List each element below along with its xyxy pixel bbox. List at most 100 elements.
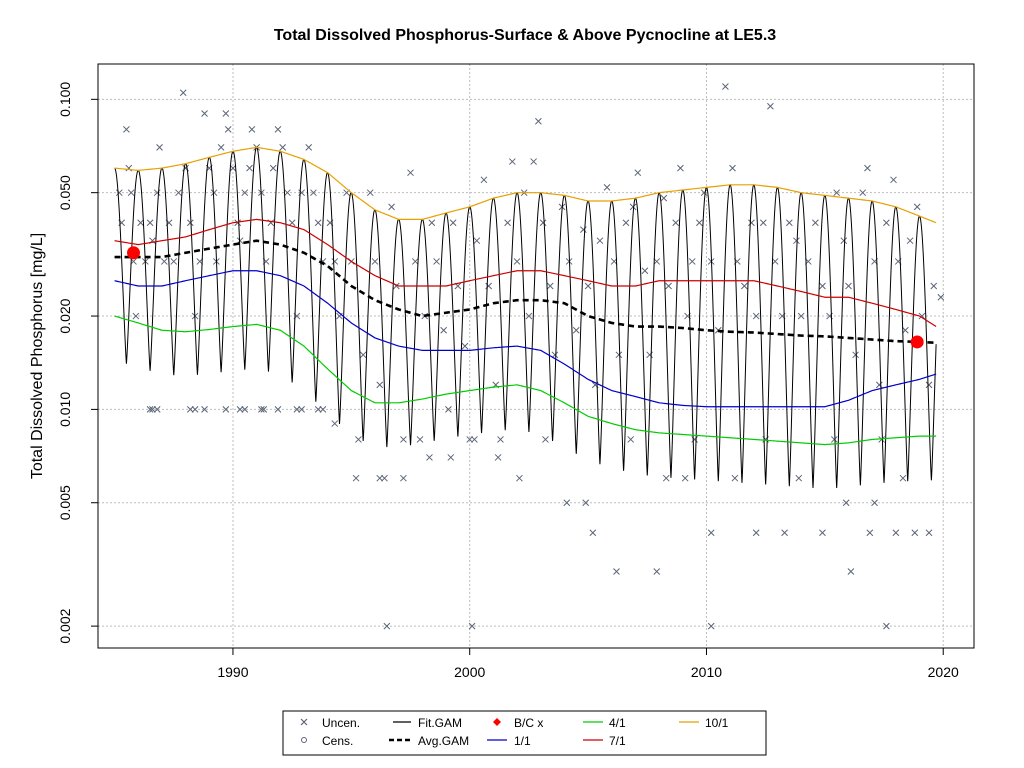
observation-point bbox=[883, 622, 890, 630]
observation-point bbox=[260, 406, 268, 413]
smooth-series bbox=[114, 146, 937, 446]
x-tick-label: 2000 bbox=[454, 664, 485, 680]
observation-point bbox=[433, 258, 440, 265]
legend-item-uncen: Uncen. bbox=[300, 716, 360, 730]
observation-point bbox=[767, 102, 774, 110]
observation-point bbox=[842, 499, 850, 507]
observation-point bbox=[830, 436, 838, 443]
observation-point bbox=[878, 436, 886, 443]
observation-point bbox=[627, 436, 635, 443]
observation-point bbox=[615, 351, 623, 359]
observation-point bbox=[352, 474, 360, 482]
observation-point bbox=[217, 144, 225, 151]
observation-point bbox=[752, 312, 760, 320]
observation-point bbox=[890, 176, 897, 184]
fit-gam-line bbox=[114, 146, 937, 488]
observation-point bbox=[279, 144, 287, 151]
bc-points bbox=[127, 246, 924, 349]
observation-point bbox=[170, 258, 178, 265]
observation-point bbox=[622, 219, 630, 227]
observation-point bbox=[179, 89, 187, 97]
legend-item-avggam: Avg.GAM bbox=[389, 734, 469, 748]
legend-item-7-1: 7/1 bbox=[583, 734, 626, 748]
observation-point bbox=[793, 237, 800, 245]
observation-point bbox=[298, 406, 305, 413]
observation-point bbox=[672, 219, 680, 227]
observation-point bbox=[634, 169, 642, 177]
observation-point bbox=[845, 282, 852, 290]
legend-label: 1/1 bbox=[514, 734, 531, 748]
observation-point bbox=[355, 436, 362, 443]
observation-point bbox=[445, 406, 452, 413]
y-tick-label: 0.050 bbox=[57, 175, 73, 210]
observation-point bbox=[186, 219, 194, 227]
observation-point bbox=[596, 237, 604, 245]
observation-point bbox=[781, 529, 788, 537]
observation-point bbox=[201, 110, 208, 117]
observation-point bbox=[748, 219, 755, 227]
legend-label: B/C x bbox=[514, 716, 543, 730]
observation-point bbox=[681, 474, 689, 482]
observation-point bbox=[700, 189, 708, 197]
observation-point bbox=[819, 529, 826, 537]
observation-point bbox=[546, 282, 554, 290]
observation-point bbox=[918, 312, 926, 320]
observation-point bbox=[293, 406, 301, 413]
observation-point bbox=[539, 219, 547, 227]
observation-point bbox=[473, 237, 481, 245]
observation-point bbox=[186, 406, 194, 413]
y-tick-label: 0.005 bbox=[57, 485, 73, 520]
observation-point bbox=[785, 219, 793, 227]
series-line-7-1 bbox=[114, 218, 937, 328]
observation-point bbox=[426, 454, 433, 461]
observation-point bbox=[864, 164, 871, 172]
bc-point bbox=[127, 246, 141, 260]
series-line-avg-gam bbox=[114, 239, 937, 345]
observation-point bbox=[840, 237, 848, 245]
observation-point bbox=[516, 474, 523, 482]
observation-point bbox=[241, 406, 249, 413]
observation-point bbox=[653, 568, 661, 575]
observation-point bbox=[629, 203, 637, 211]
series-line-10-1 bbox=[114, 146, 937, 224]
observation-point bbox=[371, 258, 379, 265]
observation-point bbox=[115, 189, 123, 197]
observation-point bbox=[466, 436, 474, 443]
observation-point bbox=[310, 189, 317, 197]
observation-point bbox=[241, 189, 249, 197]
chart-title: Total Dissolved Phosphorus-Surface & Abo… bbox=[274, 27, 776, 44]
series-line-1-1 bbox=[114, 270, 937, 408]
observation-point bbox=[376, 381, 384, 389]
observation-point bbox=[812, 219, 819, 227]
observation-point bbox=[525, 312, 533, 320]
observation-point bbox=[613, 568, 620, 575]
observation-point bbox=[497, 436, 504, 443]
observation-point bbox=[795, 474, 803, 482]
y-tick-label: 0.002 bbox=[57, 608, 73, 643]
observation-point bbox=[400, 436, 407, 443]
observation-point bbox=[319, 406, 327, 413]
observation-point bbox=[314, 406, 322, 413]
x-axis: 1990 2000 2010 2020 bbox=[217, 648, 959, 680]
observation-point bbox=[530, 158, 537, 165]
observation-point bbox=[366, 189, 374, 197]
observation-point bbox=[331, 258, 339, 265]
observation-point bbox=[132, 312, 140, 320]
legend-item-cens: Cens. bbox=[301, 734, 353, 748]
observation-point bbox=[883, 219, 890, 227]
observation-point bbox=[411, 258, 419, 265]
observation-point bbox=[449, 219, 457, 227]
observation-point bbox=[234, 219, 242, 227]
legend-label: 4/1 bbox=[609, 716, 626, 730]
observation-point bbox=[175, 189, 182, 197]
observation-point bbox=[376, 474, 384, 482]
observation-point bbox=[274, 406, 282, 413]
observation-point bbox=[819, 282, 826, 290]
observation-point bbox=[305, 144, 313, 151]
x-tick-label: 1990 bbox=[217, 664, 248, 680]
observation-point bbox=[127, 189, 135, 197]
observation-point bbox=[146, 406, 154, 413]
observation-point bbox=[582, 499, 590, 507]
bc-point bbox=[910, 335, 924, 349]
observation-point bbox=[871, 499, 878, 507]
